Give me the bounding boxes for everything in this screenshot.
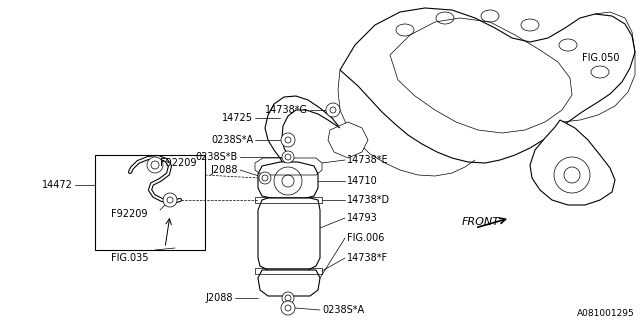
Circle shape <box>259 172 271 184</box>
Text: A081001295: A081001295 <box>577 308 635 317</box>
Text: 0238S*A: 0238S*A <box>322 305 364 315</box>
Circle shape <box>147 157 163 173</box>
Text: 0238S*A: 0238S*A <box>211 135 253 145</box>
Text: 14725: 14725 <box>222 113 253 123</box>
Text: J2088: J2088 <box>211 165 238 175</box>
Text: 14472: 14472 <box>42 180 73 190</box>
Text: F92209: F92209 <box>111 209 148 219</box>
Polygon shape <box>258 270 320 296</box>
Text: FRONT: FRONT <box>462 217 500 227</box>
Text: 14793: 14793 <box>347 213 378 223</box>
Text: 14738*E: 14738*E <box>347 155 388 165</box>
Text: FIG.035: FIG.035 <box>111 253 148 263</box>
Text: 0238S*B: 0238S*B <box>196 152 238 162</box>
Circle shape <box>282 292 294 304</box>
Polygon shape <box>530 120 615 205</box>
Circle shape <box>282 151 294 163</box>
Text: 14738*G: 14738*G <box>265 105 308 115</box>
Polygon shape <box>258 198 320 270</box>
Text: 14738*D: 14738*D <box>347 195 390 205</box>
Text: FIG.006: FIG.006 <box>347 233 385 243</box>
Circle shape <box>281 301 295 315</box>
Text: 14710: 14710 <box>347 176 378 186</box>
Circle shape <box>326 103 340 117</box>
Circle shape <box>281 133 295 147</box>
Text: 14738*F: 14738*F <box>347 253 388 263</box>
Text: F92209: F92209 <box>160 158 196 168</box>
Polygon shape <box>340 8 635 163</box>
Text: FIG.050: FIG.050 <box>582 53 620 63</box>
Polygon shape <box>258 162 318 200</box>
Circle shape <box>163 193 177 207</box>
Bar <box>95 155 205 250</box>
Polygon shape <box>328 122 368 158</box>
Text: J2088: J2088 <box>205 293 233 303</box>
